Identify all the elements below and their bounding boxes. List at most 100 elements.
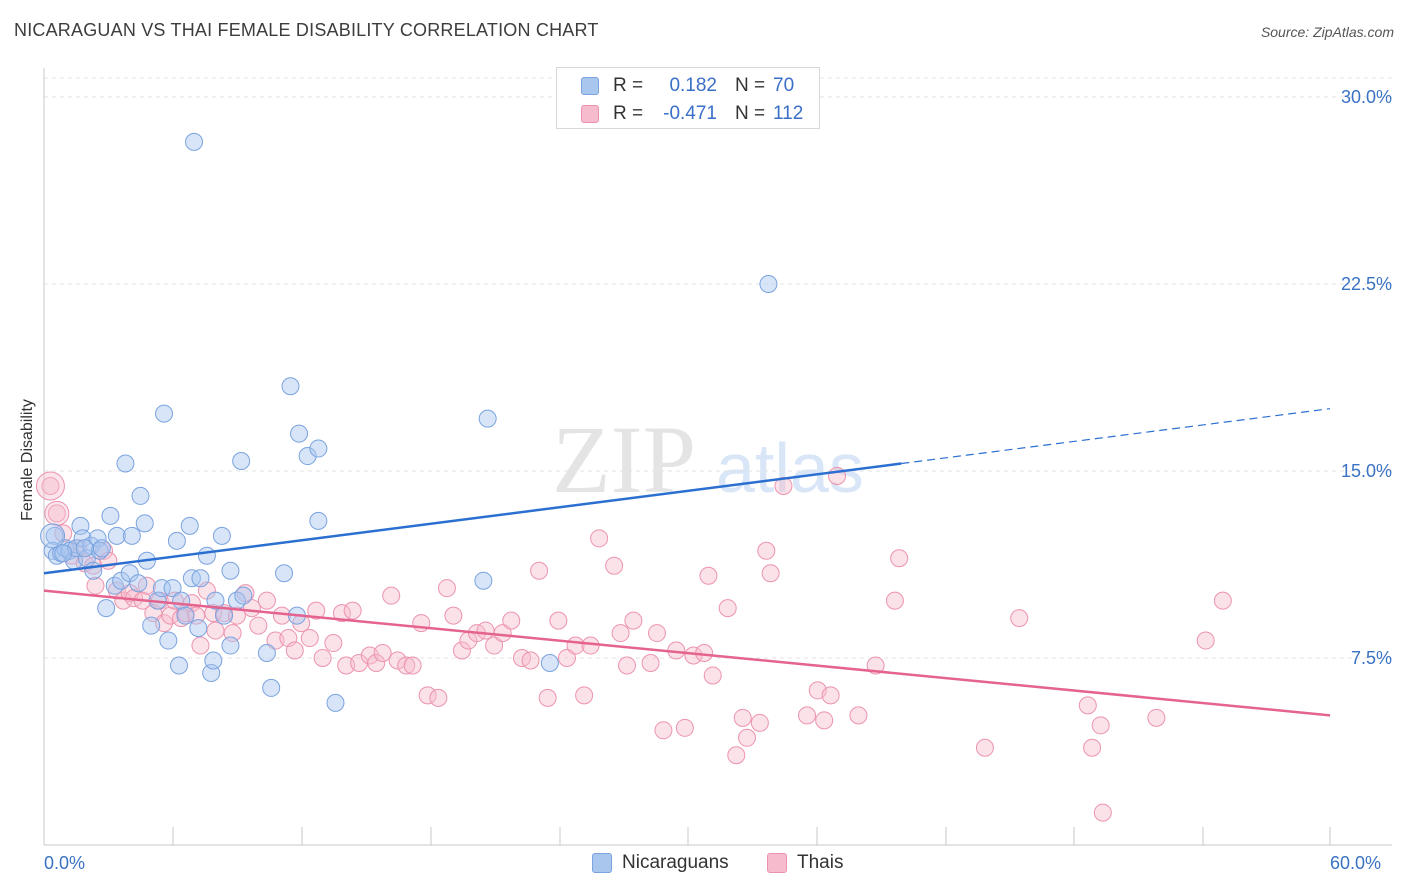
thais-point (367, 653, 386, 672)
thais-point (738, 728, 757, 747)
thais-point (521, 651, 540, 670)
nicaraguans-point (107, 526, 126, 545)
nicaraguans-point (101, 506, 120, 525)
thais-point (1078, 696, 1097, 715)
thais-trend-line (43, 589, 1331, 717)
pink-swatch (767, 853, 787, 873)
trend-lines (43, 408, 1331, 717)
thais-point (285, 641, 304, 660)
nicaraguans-point (309, 511, 328, 530)
source-label: Source: ZipAtlas.com (1260, 24, 1394, 40)
thais-point (798, 706, 817, 725)
thais-point (757, 541, 776, 560)
nicaraguans-point (40, 523, 66, 549)
thais-point (161, 606, 180, 625)
thais-point (35, 471, 65, 501)
nicaraguans-point (221, 561, 240, 580)
thais-point (227, 606, 246, 625)
y-tick-labels: 7.5% 15.0% 22.5% 30.0% (1341, 87, 1392, 668)
nicaraguans-point (152, 579, 171, 598)
thais-point (750, 713, 769, 732)
thais-point (502, 611, 521, 630)
watermark-atlas: atlas (716, 429, 864, 507)
thais-point (647, 624, 666, 643)
thais-point (373, 644, 392, 663)
nicaraguans-point (257, 644, 276, 663)
thais-point (332, 604, 351, 623)
nicaraguans-point (135, 514, 154, 533)
thais-point (581, 636, 600, 655)
thais-point (249, 616, 268, 635)
nicaraguans-point (180, 516, 199, 535)
thais-point (617, 656, 636, 675)
thais-point (727, 746, 746, 765)
thais-point (849, 706, 868, 725)
nicaraguans-point (759, 275, 778, 293)
thais-point (206, 621, 225, 640)
nicaraguans-point (197, 546, 216, 565)
thais-point (444, 606, 463, 625)
thais-points (35, 466, 1232, 822)
thais-point (1196, 631, 1215, 650)
nicaraguans-point (167, 531, 186, 550)
thais-point (403, 656, 422, 675)
legend-item-thais: Thais (767, 852, 843, 874)
thais-point (1091, 716, 1110, 735)
nicaraguans-point (90, 541, 109, 560)
thais-point (114, 591, 133, 610)
nicaraguans-point (122, 526, 141, 545)
thais-point (815, 711, 834, 730)
r-value: 0.182 (669, 75, 717, 96)
nicaraguans-point (131, 486, 150, 505)
x-tick-label-max: 60.0% (1330, 853, 1382, 873)
thais-point (549, 611, 568, 630)
thais-point (641, 653, 660, 672)
nicaraguans-point (45, 526, 64, 545)
legend-row-nicaraguans: R = 0.182 N = 70 (581, 73, 794, 99)
nicaraguans-trend-extension (901, 408, 1331, 465)
nicaraguans-point (170, 656, 189, 675)
thais-point (191, 636, 210, 655)
nicaraguans-point (326, 693, 345, 712)
axes (43, 68, 1392, 846)
thais-point (86, 576, 105, 595)
nicaraguans-point (478, 409, 497, 428)
thais-point (718, 599, 737, 618)
thais-point (1147, 708, 1166, 727)
thais-point (300, 629, 319, 648)
thais-point (530, 561, 549, 580)
nicaraguans-point (185, 132, 204, 151)
legend-label-nicaraguans: Nicaraguans (622, 852, 729, 873)
thais-point (761, 564, 780, 583)
nicaraguans-point (172, 591, 191, 610)
x-tick-label-min: 0.0% (44, 853, 86, 873)
thais-point (397, 656, 416, 675)
chart-title: NICARAGUAN VS THAI FEMALE DISABILITY COR… (14, 20, 599, 40)
thais-point (885, 591, 904, 610)
correlation-legend: R = 0.182 N = 70 R = -0.471 N = 112 (556, 67, 820, 129)
r-label: R = (613, 75, 644, 96)
thais-point (821, 686, 840, 705)
watermark: ZIP atlas (552, 406, 864, 513)
nicaraguans-point (163, 579, 182, 598)
thais-point (566, 636, 585, 655)
thais-point (624, 611, 643, 630)
thais-point (675, 718, 694, 737)
nicaraguans-point (159, 631, 178, 650)
nicaraguans-point (75, 539, 94, 558)
y-tick-label: 30.0% (1341, 87, 1392, 107)
n-value: 112 (773, 103, 804, 124)
thais-point (590, 529, 609, 548)
thais-point (557, 649, 576, 667)
thais-point (476, 621, 495, 640)
thais-point (41, 476, 60, 495)
r-label: R = (613, 103, 644, 124)
thais-point (611, 624, 630, 643)
nicaraguans-point (234, 586, 253, 605)
nicaraguans-point (142, 616, 161, 635)
nicaraguans-point (298, 447, 317, 466)
nicaraguans-point (92, 539, 111, 558)
thais-point (324, 634, 343, 653)
thais-point (47, 504, 66, 523)
thais-point (313, 649, 332, 667)
